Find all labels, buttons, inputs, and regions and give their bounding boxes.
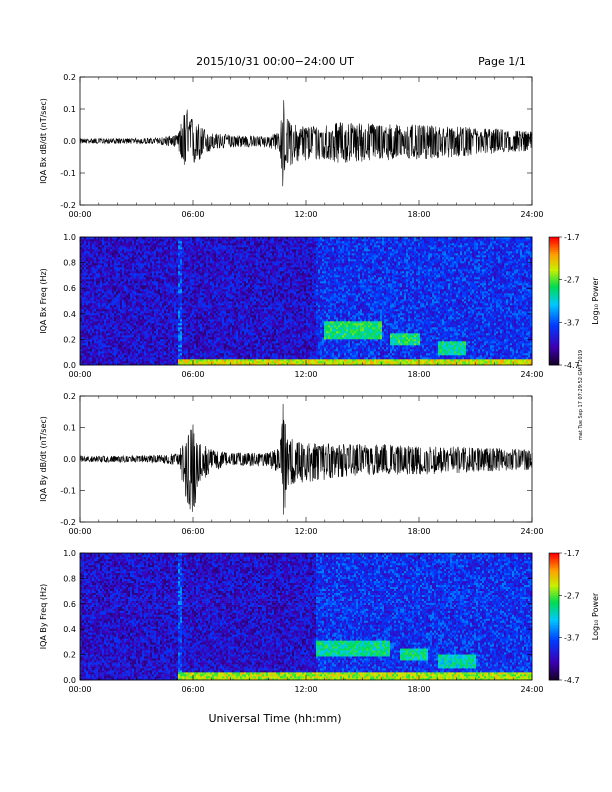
colorbar-tick-label: -4.7 — [564, 361, 580, 370]
colorbar: -1.7 -2.7 -3.7 -4.7 Log₁₀ Power — [549, 549, 600, 685]
y-tick-label: 0.2 — [63, 651, 76, 660]
y-axis-label: IQA By Freq (Hz) — [39, 584, 48, 650]
colorbar-tick-label: -4.7 — [564, 676, 580, 685]
heatmap-cells — [80, 237, 532, 365]
x-tick-label: 06:00 — [181, 685, 204, 694]
y-axis-label: IQA Bx Freq (Hz) — [39, 268, 48, 334]
x-tick-label: 12:00 — [294, 685, 317, 694]
y-tick-label: 0.8 — [63, 574, 76, 583]
y-tick-label: 0.2 — [63, 73, 76, 82]
colorbar-label: Log₁₀ Power — [591, 277, 600, 325]
series-line — [80, 100, 532, 186]
y-tick-label: 0.0 — [63, 361, 76, 370]
x-tick-label: 06:00 — [181, 370, 204, 379]
y-tick-label: 0.6 — [63, 600, 76, 609]
y-tick-label: 0.1 — [63, 105, 76, 114]
y-tick-label: 0.2 — [63, 392, 76, 401]
panels: 00:00 06:00 12:00 18:00 24:00 -0.2 -0.1 0.0 0.1 0… — [39, 73, 600, 694]
x-tick-label: 00:00 — [68, 685, 91, 694]
y-tick-label: -0.1 — [60, 169, 76, 178]
colorbar-tick-label: -3.7 — [564, 634, 580, 643]
x-tick-label: 06:00 — [181, 527, 204, 536]
y-tick-label: 1.0 — [63, 233, 76, 242]
x-tick-label: 24:00 — [520, 210, 543, 219]
x-tick-label: 00:00 — [68, 527, 91, 536]
x-tick-label: 00:00 — [68, 370, 91, 379]
x-tick-label: 12:00 — [294, 210, 317, 219]
x-tick-label: 12:00 — [294, 370, 317, 379]
colorbar-tick-label: -2.7 — [564, 276, 580, 285]
colorbar-tick-label: -3.7 — [564, 318, 580, 327]
series-line — [80, 404, 532, 515]
panel-2: -1.7 -2.7 -3.7 -4.7 Log₁₀ Power 00:00 06:00 12:… — [39, 233, 600, 379]
magnetometer-figure: 2015/10/31 00:00−24:00 UT Page 1/1 Unive… — [0, 0, 612, 792]
y-axis-label: IQA By dB/dt (nT/sec) — [39, 416, 48, 502]
y-tick-label: 0.2 — [63, 335, 76, 344]
panel-1: 00:00 06:00 12:00 18:00 24:00 -0.2 -0.1 0.0 0.1 0… — [39, 73, 544, 219]
x-axis-title: Universal Time (hh:mm) — [209, 712, 342, 725]
y-tick-label: -0.2 — [60, 201, 76, 210]
x-tick-label: 18:00 — [407, 527, 430, 536]
y-tick-label: -0.2 — [60, 518, 76, 527]
colorbar-tick-label: -1.7 — [564, 549, 580, 558]
page-indicator: Page 1/1 — [478, 55, 526, 68]
y-tick-label: 0.1 — [63, 424, 76, 433]
y-tick-label: 0.0 — [63, 137, 76, 146]
colorbar-label: Log₁₀ Power — [591, 592, 600, 640]
y-tick-label: 0.0 — [63, 455, 76, 464]
x-tick-label: 24:00 — [520, 527, 543, 536]
heatmap-cells — [80, 553, 532, 680]
y-tick-label: 0.8 — [63, 259, 76, 268]
x-tick-label: 00:00 — [68, 210, 91, 219]
panel-4: -1.7 -2.7 -3.7 -4.7 Log₁₀ Power 00:00 06:00 12:… — [39, 549, 600, 694]
panel-3: 00:00 06:00 12:00 18:00 24:00 -0.2 -0.1 0.0 0.1 0… — [39, 392, 544, 536]
x-tick-label: 18:00 — [407, 685, 430, 694]
x-tick-label: 12:00 — [294, 527, 317, 536]
y-tick-label: 1.0 — [63, 549, 76, 558]
y-tick-label: 0.6 — [63, 284, 76, 293]
y-tick-label: 0.4 — [63, 625, 76, 634]
x-tick-label: 24:00 — [520, 370, 543, 379]
colorbar-tick-label: -1.7 — [564, 233, 580, 242]
x-tick-label: 24:00 — [520, 685, 543, 694]
y-tick-label: -0.1 — [60, 487, 76, 496]
x-tick-label: 18:00 — [407, 210, 430, 219]
colorbar: -1.7 -2.7 -3.7 -4.7 Log₁₀ Power — [549, 233, 600, 370]
colorbar-tick-label: -2.7 — [564, 591, 580, 600]
figure-title: 2015/10/31 00:00−24:00 UT — [196, 55, 354, 68]
x-tick-label: 06:00 — [181, 210, 204, 219]
y-axis-label: IQA Bx dB/dt (nT/sec) — [39, 98, 48, 184]
y-tick-label: 0.0 — [63, 676, 76, 685]
x-tick-label: 18:00 — [407, 370, 430, 379]
y-tick-label: 0.4 — [63, 310, 76, 319]
